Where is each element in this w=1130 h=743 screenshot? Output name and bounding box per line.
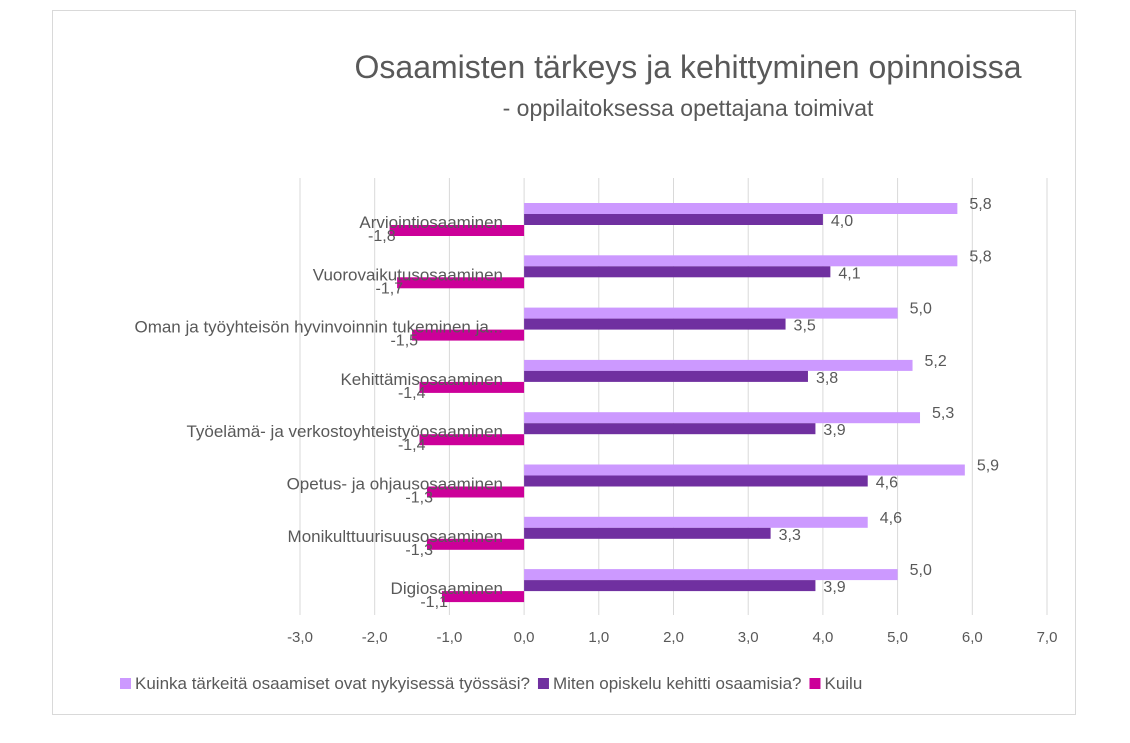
bar	[524, 527, 771, 539]
data-label: 5,8	[969, 248, 991, 265]
x-tick-label: 1,0	[588, 629, 609, 646]
x-tick-label: 7,0	[1037, 629, 1058, 646]
bar	[524, 307, 898, 319]
bar	[524, 475, 868, 487]
data-label: 5,8	[969, 196, 991, 213]
data-label: -1,4	[398, 385, 426, 402]
category-label: Oman ja työyhteisön hyvinvoinnin tukemin…	[134, 318, 503, 337]
bar	[524, 203, 958, 214]
data-label: 5,2	[925, 353, 947, 370]
bar	[524, 423, 816, 435]
legend-entry: Miten opiskelu kehitti osaamisia?	[553, 674, 802, 693]
legend-swatch	[537, 678, 549, 689]
legend-entry: Kuinka tärkeitä osaamiset ovat nykyisess…	[135, 674, 530, 693]
legend-swatch	[809, 678, 821, 689]
bar	[412, 329, 525, 341]
data-label: -1,4	[398, 437, 426, 454]
bar	[524, 464, 965, 476]
data-label: -1,5	[390, 333, 418, 350]
data-label: 4,1	[838, 265, 860, 282]
x-tick-label: -3,0	[287, 629, 313, 646]
bar	[524, 412, 921, 424]
legend-swatch	[120, 678, 131, 689]
chart-subtitle: - oppilaitoksessa opettajana toimivat	[503, 95, 874, 121]
x-tick-label: 0,0	[514, 629, 535, 646]
data-label: 5,0	[910, 562, 932, 579]
bar	[524, 255, 958, 267]
chart-frame	[52, 10, 1076, 715]
data-label: -1,3	[405, 490, 433, 507]
bar	[524, 266, 831, 278]
bar	[524, 580, 816, 592]
data-label: -1,1	[420, 594, 448, 611]
x-tick-label: 4,0	[812, 629, 833, 646]
category-label: Opetus- ja ohjausosaaminen	[287, 475, 503, 494]
x-tick-label: 6,0	[962, 629, 983, 646]
bar	[524, 569, 898, 581]
bar	[426, 538, 525, 550]
data-label: 4,6	[876, 475, 898, 492]
category-label: Kehittämisosaaminen	[340, 370, 503, 389]
data-label: 4,0	[831, 213, 853, 230]
data-label: 3,8	[816, 370, 838, 387]
data-label: 3,3	[779, 527, 801, 544]
bar	[426, 486, 525, 498]
x-tick-label: 3,0	[738, 629, 759, 646]
x-tick-label: -1,0	[436, 629, 462, 646]
data-label: 4,6	[880, 510, 902, 527]
bar	[524, 370, 808, 382]
data-label: -1,3	[405, 542, 433, 559]
data-label: 5,9	[977, 458, 999, 475]
bar	[524, 214, 823, 225]
data-label: 3,5	[794, 318, 816, 335]
chart-title: Osaamisten tärkeys ja kehittyminen opinn…	[355, 49, 1022, 85]
category-label: Arviointiosaaminen	[359, 213, 503, 232]
bar	[524, 359, 913, 371]
x-tick-label: 5,0	[887, 629, 908, 646]
bar	[524, 516, 868, 528]
category-label: Digiosaaminen	[391, 579, 503, 598]
data-label: 5,0	[910, 301, 932, 318]
bar	[397, 277, 525, 289]
bar	[419, 434, 525, 446]
data-label: -1,8	[368, 228, 396, 245]
data-label: 3,9	[823, 422, 845, 439]
bar	[441, 591, 525, 603]
category-label: Työelämä- ja verkostoyhteistyöosaaminen	[186, 422, 503, 441]
category-label: Vuorovaikutusosaaminen	[313, 265, 503, 284]
bar	[419, 381, 525, 393]
bar	[524, 318, 786, 330]
x-tick-label: -2,0	[362, 629, 388, 646]
x-tick-label: 2,0	[663, 629, 684, 646]
legend-entry: Kuilu	[824, 674, 862, 693]
data-label: 3,9	[823, 579, 845, 596]
bar	[389, 225, 525, 236]
data-label: -1,7	[376, 280, 404, 297]
data-label: 5,3	[932, 405, 954, 422]
category-label: Monikulttuurisuusosaaminen	[288, 527, 503, 546]
